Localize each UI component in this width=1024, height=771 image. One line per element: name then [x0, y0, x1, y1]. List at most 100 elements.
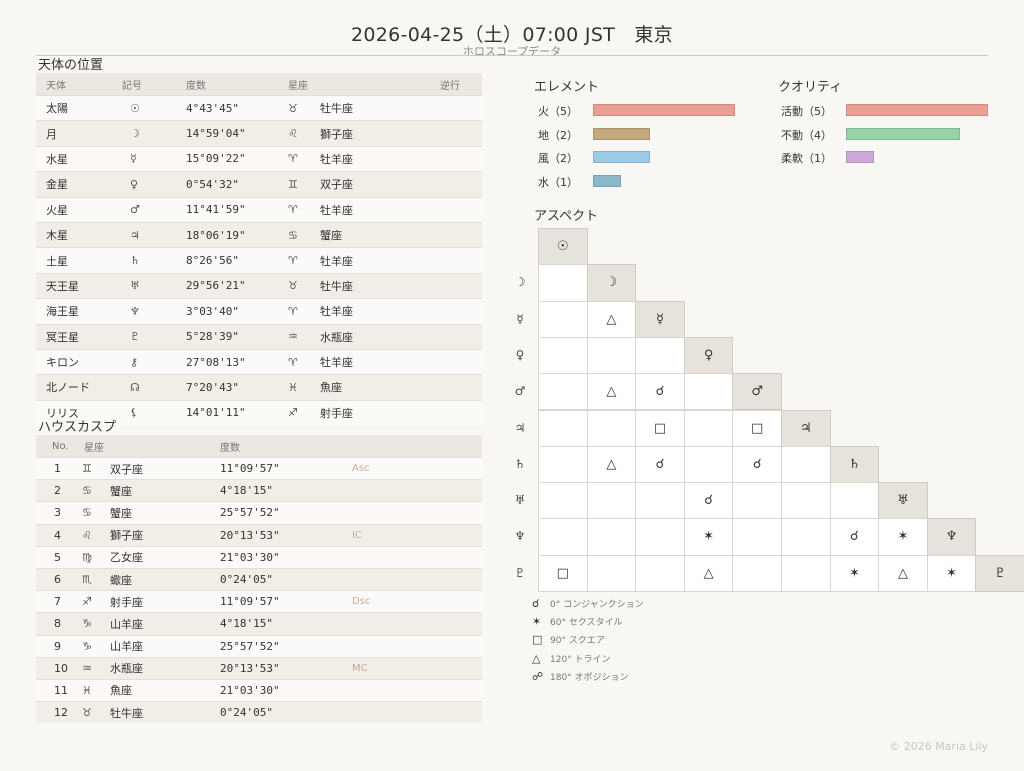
zodiac-sign-icon: ♋	[74, 501, 100, 525]
house-number: 9	[36, 634, 74, 658]
planet-degree: 29°56'21"	[176, 272, 278, 299]
aspect-cell: □	[538, 554, 588, 592]
elements-bar	[593, 151, 650, 163]
qualities-bar-label: 柔軟（1）	[781, 152, 832, 165]
planet-sign: 牡牛座	[310, 272, 430, 299]
aspect-cell	[781, 445, 831, 484]
house-row: 9 ♑ 山羊座 25°57'52"	[36, 634, 482, 658]
house-row: 1 ♊ 双子座 11°09'57" Asc	[36, 456, 482, 480]
house-number: 12	[36, 701, 74, 724]
aspect-cell	[829, 482, 880, 520]
aspect-diagonal-planet-icon: ☽	[586, 264, 637, 302]
planet-degree: 8°26'56"	[176, 247, 278, 274]
zodiac-sign-icon: ♐	[74, 590, 100, 613]
planet-row: 太陽 ☉ 4°43'45" ♉ 牡牛座	[36, 94, 482, 121]
planet-retrograde	[430, 298, 482, 325]
planet-sign: 双子座	[310, 171, 430, 198]
house-degree: 25°57'52"	[210, 634, 342, 658]
aspect-cell	[586, 554, 637, 592]
planet-sign: 牡羊座	[310, 298, 430, 325]
qualities-bar	[846, 151, 875, 163]
zodiac-sign-icon: ♌	[74, 523, 100, 547]
planet-degree: 14°01'11"	[176, 399, 278, 426]
planet-name: 火星	[36, 196, 112, 223]
aspect-row-label-icon: ♅	[514, 493, 526, 508]
col-header-house-angle	[342, 435, 482, 458]
aspect-cell: ☌	[635, 445, 685, 484]
house-number: 8	[36, 612, 74, 635]
house-sign: 蠍座	[100, 567, 210, 591]
planet-sign: 水瓶座	[310, 323, 430, 350]
aspect-legend-item: ☌ 0° コンジャンクション	[532, 597, 644, 610]
col-header-symbol: 記号	[112, 73, 176, 96]
planet-glyph-icon: ♄	[112, 247, 176, 274]
aspect-diagonal-planet-icon: ♃	[781, 409, 831, 447]
house-sign: 山羊座	[100, 634, 210, 658]
aspect-cell	[781, 554, 831, 592]
zodiac-sign-icon: ♊	[278, 171, 310, 198]
aspect-symbol-icon: ☍	[532, 669, 544, 683]
zodiac-sign-icon: ♍	[74, 545, 100, 569]
aspect-legend-item: ✶ 60° セクスタイル	[532, 615, 623, 628]
zodiac-sign-icon: ♈	[278, 298, 310, 325]
planet-row: キロン ⚷ 27°08'13" ♈ 牡羊座	[36, 348, 482, 375]
elements-bar	[593, 127, 650, 140]
planet-row: 木星 ♃ 18°06'19" ♋ 蟹座	[36, 221, 482, 248]
aspect-row-label-icon: ☿	[516, 311, 524, 326]
aspect-diagonal-planet-icon: ♆	[926, 518, 977, 556]
aspect-cell	[586, 482, 637, 520]
aspect-cell: □	[635, 409, 685, 447]
zodiac-sign-icon: ♈	[278, 247, 310, 274]
house-angle-label: IC	[342, 523, 482, 547]
house-degree: 20°13'53"	[210, 523, 342, 547]
house-row: 12 ♉ 牡牛座 0°24'05"	[36, 701, 482, 724]
aspect-cell: △	[586, 445, 637, 484]
planet-row: 冥王星 ♇ 5°28'39" ♒ 水瓶座	[36, 323, 482, 350]
aspect-cell	[538, 482, 588, 520]
planet-glyph-icon: ♅	[112, 272, 176, 299]
planet-glyph-icon: ♆	[112, 298, 176, 325]
planet-row: 火星 ♂ 11°41'59" ♈ 牡羊座	[36, 196, 482, 223]
planets-header-row: 天体 記号 度数 星座 逆行	[36, 73, 482, 96]
house-angle-label: Asc	[342, 456, 482, 480]
planet-row: 金星 ♀ 0°54'32" ♊ 双子座	[36, 171, 482, 198]
planet-degree: 14°59'04"	[176, 120, 278, 147]
aspect-cell	[635, 554, 685, 592]
planet-retrograde	[430, 247, 482, 274]
house-number: 10	[36, 656, 74, 680]
qualities-bar-label: 不動（4）	[781, 128, 832, 142]
planet-retrograde	[430, 348, 482, 375]
house-sign: 乙女座	[100, 545, 210, 569]
aspect-cell	[538, 445, 588, 484]
aspect-diagonal-planet-icon: ♇	[975, 554, 1024, 592]
house-sign: 山羊座	[100, 612, 210, 635]
house-row: 6 ♏ 蠍座 0°24'05"	[36, 567, 482, 591]
aspect-cell: △	[683, 554, 734, 592]
house-degree: 25°57'52"	[210, 501, 342, 525]
aspect-diagonal-planet-icon: ♂	[732, 373, 782, 411]
aspect-cell: □	[732, 409, 782, 447]
aspect-cell: ☌	[829, 518, 880, 556]
aspect-row-label-icon: ☽	[514, 275, 526, 290]
planet-name: 金星	[36, 171, 112, 198]
aspect-cell	[732, 554, 782, 592]
elements-bar	[593, 104, 735, 116]
planet-name: 太陽	[36, 94, 112, 121]
aspect-cell: △	[586, 373, 637, 411]
house-row: 10 ♒ 水瓶座 20°13'53" MC	[36, 656, 482, 680]
aspect-cell	[538, 409, 588, 447]
elements-bar-label: 火（5）	[538, 105, 578, 118]
planet-sign: 射手座	[310, 399, 430, 426]
house-degree: 11°09'57"	[210, 590, 342, 613]
house-degree: 0°24'05"	[210, 567, 342, 591]
planet-name: 冥王星	[36, 323, 112, 350]
planet-row: 土星 ♄ 8°26'56" ♈ 牡羊座	[36, 247, 482, 274]
col-header-house-no: No.	[36, 435, 74, 458]
house-number: 5	[36, 545, 74, 569]
planet-glyph-icon: ☽	[112, 120, 176, 147]
aspect-cell	[683, 445, 734, 484]
zodiac-sign-icon: ♒	[278, 323, 310, 350]
planet-name: リリス	[36, 399, 112, 426]
planet-degree: 4°43'45"	[176, 94, 278, 121]
planet-name: 水星	[36, 145, 112, 172]
